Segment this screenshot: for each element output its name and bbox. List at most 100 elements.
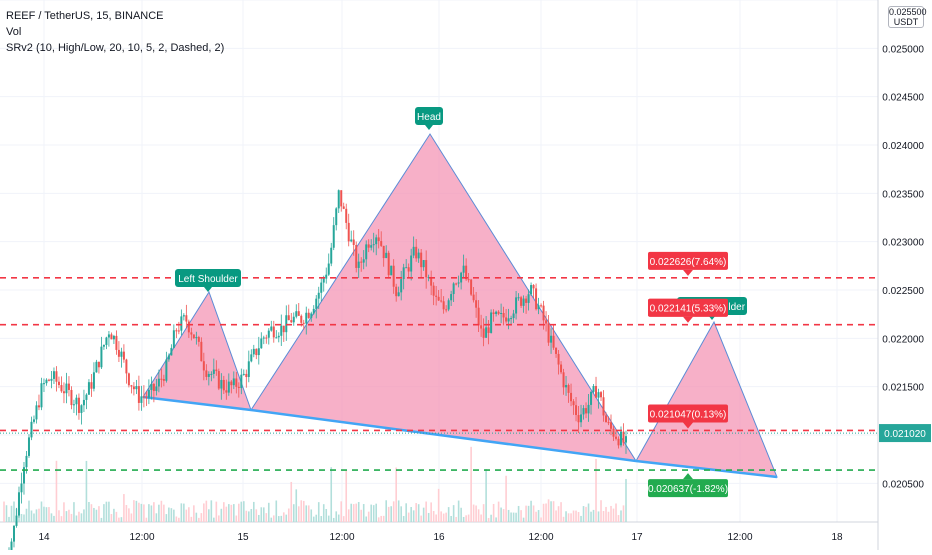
candle-body	[492, 312, 495, 315]
candle-body	[72, 404, 75, 406]
volume-bar	[317, 502, 320, 522]
volume-bar	[612, 508, 615, 522]
sr-level-label: 0.021047(0.13%)	[648, 404, 728, 429]
volume-bar	[302, 500, 305, 522]
volume-bar	[295, 489, 298, 522]
candle-body	[402, 267, 405, 280]
volume-bar	[517, 505, 520, 522]
volume-bar	[460, 507, 462, 522]
candle-body	[365, 244, 368, 260]
candle-body	[137, 386, 140, 403]
volume-bar	[502, 509, 505, 522]
candle-body	[472, 294, 475, 301]
volume-bar	[48, 507, 50, 522]
candle-body	[325, 274, 328, 279]
candle-body	[392, 265, 395, 287]
candle-body	[250, 354, 253, 362]
candle-body	[42, 383, 45, 385]
candle-body	[580, 414, 583, 423]
volume-bar	[380, 515, 382, 522]
candle-body	[232, 378, 235, 386]
volume-bar	[267, 502, 270, 522]
volume-bar	[225, 506, 228, 522]
volume-bar	[190, 516, 193, 522]
candle-body	[80, 405, 83, 413]
volume-bar	[577, 512, 580, 522]
volume-bar	[387, 506, 390, 522]
volume-bar	[185, 509, 188, 522]
volume-bar	[497, 501, 500, 522]
annotation-box	[175, 269, 241, 287]
candle-body	[445, 309, 448, 311]
volume-bar	[462, 516, 465, 522]
volume-bar	[392, 501, 395, 522]
volume-bar	[30, 510, 33, 522]
candle-body	[470, 279, 473, 295]
candle-body	[385, 252, 388, 259]
candle-body	[77, 397, 80, 413]
volume-bar	[582, 506, 585, 522]
time-tick-label: 18	[831, 532, 843, 543]
neckline	[142, 395, 778, 479]
volume-bar	[455, 516, 457, 522]
candle-body	[282, 325, 285, 333]
chart-legend: REEF / TetherUS, 15, BINANCE Vol SRv2 (1…	[6, 8, 224, 56]
srv2-indicator-label[interactable]: SRv2 (10, High/Low, 20, 10, 5, 2, Dashed…	[6, 42, 225, 54]
candle-body	[605, 415, 608, 423]
volume-bar	[427, 512, 430, 522]
candle-body	[587, 404, 590, 414]
candle-body	[75, 397, 78, 405]
candle-body	[525, 298, 528, 303]
candle-body	[522, 298, 525, 306]
volume-bar	[572, 510, 575, 522]
candle-body	[315, 298, 318, 309]
annotation-text: Left Shoulder	[178, 274, 238, 285]
sr-level-label-box	[648, 298, 728, 317]
candle-body	[347, 222, 350, 242]
volume-bar	[155, 513, 158, 522]
volume-bar	[625, 478, 627, 522]
volume-bar	[360, 509, 363, 522]
sr-level-label-text: 0.020637(-1.82%)	[648, 484, 728, 495]
candle-body	[145, 397, 148, 399]
candle-body	[437, 296, 440, 301]
volume-bar	[470, 446, 472, 522]
volume-bar	[5, 505, 8, 522]
candle-body	[62, 391, 65, 394]
annotation-box	[415, 107, 443, 125]
candle-body	[487, 327, 490, 333]
volume-bar	[585, 506, 587, 522]
currency-unit-button[interactable]: 0.025500 USDT	[888, 6, 927, 28]
volume-bar	[337, 514, 340, 522]
candle-body	[390, 265, 393, 276]
volume-bar	[522, 517, 525, 522]
volume-bar	[118, 517, 120, 522]
volume-bar	[332, 517, 335, 522]
volume-bar	[282, 512, 285, 522]
volume-bar	[505, 475, 507, 522]
time-tick-label: 12:00	[329, 532, 354, 543]
volume-bar	[90, 504, 93, 522]
volume-bar	[18, 516, 20, 522]
volume-bar	[467, 514, 470, 522]
volume-bar	[88, 501, 90, 522]
volume-indicator-label[interactable]: Vol	[6, 26, 22, 38]
volume-bar	[447, 507, 450, 522]
candle-body	[592, 386, 595, 392]
currency-unit-top-label: 0.025500	[889, 7, 927, 17]
candle-body	[92, 372, 95, 389]
volume-bar	[547, 499, 550, 522]
volume-bar	[602, 511, 605, 522]
candle-body	[90, 382, 93, 389]
volume-bar	[23, 514, 25, 522]
volume-bar	[145, 517, 148, 522]
annotation-pointer	[425, 125, 433, 130]
candle-body	[147, 389, 150, 398]
candle-body	[425, 260, 428, 278]
symbol-title[interactable]: REEF / TetherUS, 15, BINANCE	[6, 10, 164, 22]
candle-body	[192, 334, 195, 339]
candle-body	[162, 379, 165, 381]
volume-bar	[597, 511, 600, 522]
